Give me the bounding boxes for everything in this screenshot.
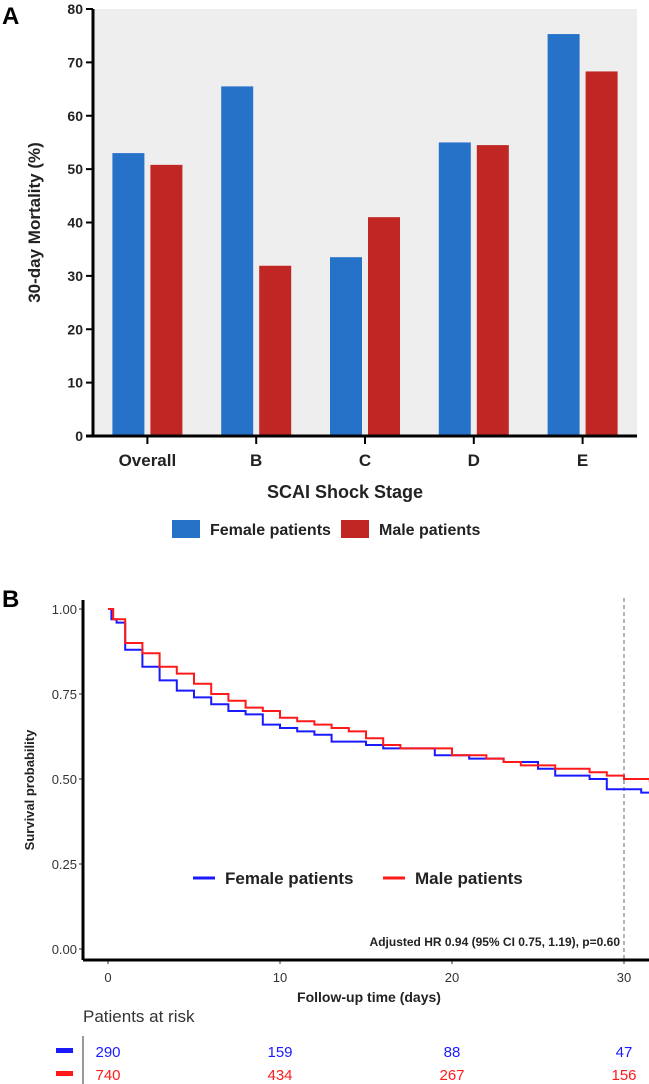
- y-tick-label: 1.00: [52, 602, 77, 617]
- y-tick-label: 20: [67, 321, 83, 337]
- risk-table: Patients at risk290159884774043426715601…: [56, 1007, 637, 1084]
- bar-female-patients-b: [221, 86, 254, 437]
- x-tick-label: 10: [273, 970, 287, 985]
- y-tick-label: 10: [67, 375, 83, 391]
- y-tick-label: 40: [67, 215, 83, 231]
- x-axis-title: Follow-up time (days): [297, 989, 441, 1005]
- legend-label: Female patients: [225, 869, 354, 888]
- bar-female-patients-d: [438, 142, 471, 436]
- y-tick-label: 0.00: [52, 942, 77, 957]
- risk-count: 740: [95, 1067, 120, 1084]
- risk-count: 88: [444, 1044, 461, 1061]
- y-axis-title: 30-day Mortality (%): [25, 142, 44, 303]
- y-tick-label: 0.75: [52, 687, 77, 702]
- x-tick-label: 30: [617, 970, 631, 985]
- risk-count: 434: [267, 1067, 292, 1084]
- risk-count: 159: [267, 1044, 292, 1061]
- bar-male-patients-b: [259, 265, 292, 436]
- plot-background: [93, 9, 637, 436]
- x-tick-label: 20: [445, 970, 459, 985]
- risk-count: 290: [95, 1044, 120, 1061]
- x-tick-label: D: [468, 451, 480, 470]
- panel-label-b: B: [2, 586, 19, 613]
- legend-label: Female patients: [210, 522, 331, 539]
- y-axis-title: Survival probability: [22, 729, 37, 850]
- legend-label: Male patients: [379, 522, 480, 539]
- legend-swatch: [172, 520, 200, 538]
- y-tick-label: 0.25: [52, 857, 77, 872]
- risk-row-legend-swatch: [56, 1071, 73, 1076]
- x-tick-label: B: [250, 451, 262, 470]
- y-tick-label: 50: [67, 161, 83, 177]
- panel-label-a: A: [2, 3, 19, 30]
- bar-male-patients-overall: [150, 164, 183, 437]
- x-axis-title: SCAI Shock Stage: [267, 482, 423, 502]
- km-survival-chart: 0.00 0.25 0.50 0.75 1.00 0 10 20 30 Survival prob…: [22, 598, 649, 1005]
- y-tick-label: 0.50: [52, 772, 77, 787]
- y-tick-label: 30: [67, 268, 83, 284]
- bar-female-patients-c: [330, 257, 362, 436]
- bar-chart-mortality: Overall B C D E 0 10 20 30 40 50 60 70 80 30-day Morta…: [25, 1, 637, 539]
- risk-count: 267: [439, 1067, 464, 1084]
- y-tick-label: 60: [67, 108, 83, 124]
- risk-count: 156: [611, 1067, 636, 1084]
- risk-table-title: Patients at risk: [83, 1007, 195, 1026]
- x-tick-label: Overall: [119, 451, 177, 470]
- legend-label: Male patients: [415, 869, 523, 888]
- km-curve-male-patients: [108, 608, 649, 783]
- km-curve-female-patients: [108, 608, 649, 794]
- hr-annotation: Adjusted HR 0.94 (95% CI 0.75, 1.19), p=…: [370, 935, 621, 949]
- bar-male-patients-d: [476, 145, 509, 436]
- risk-count: 47: [616, 1044, 633, 1061]
- bar-male-patients-c: [368, 217, 400, 436]
- y-tick-label: 70: [67, 54, 83, 70]
- legend-swatch: [341, 520, 369, 538]
- bar-male-patients-e: [585, 71, 618, 436]
- y-tick-label: 0: [75, 428, 83, 444]
- bar-female-patients-overall: [112, 153, 145, 437]
- bar-female-patients-e: [547, 34, 580, 437]
- x-tick-label: C: [359, 451, 371, 470]
- x-tick-label: 0: [104, 970, 111, 985]
- x-tick-label: E: [577, 451, 588, 470]
- y-tick-label: 80: [67, 1, 83, 17]
- risk-row-legend-swatch: [56, 1048, 73, 1053]
